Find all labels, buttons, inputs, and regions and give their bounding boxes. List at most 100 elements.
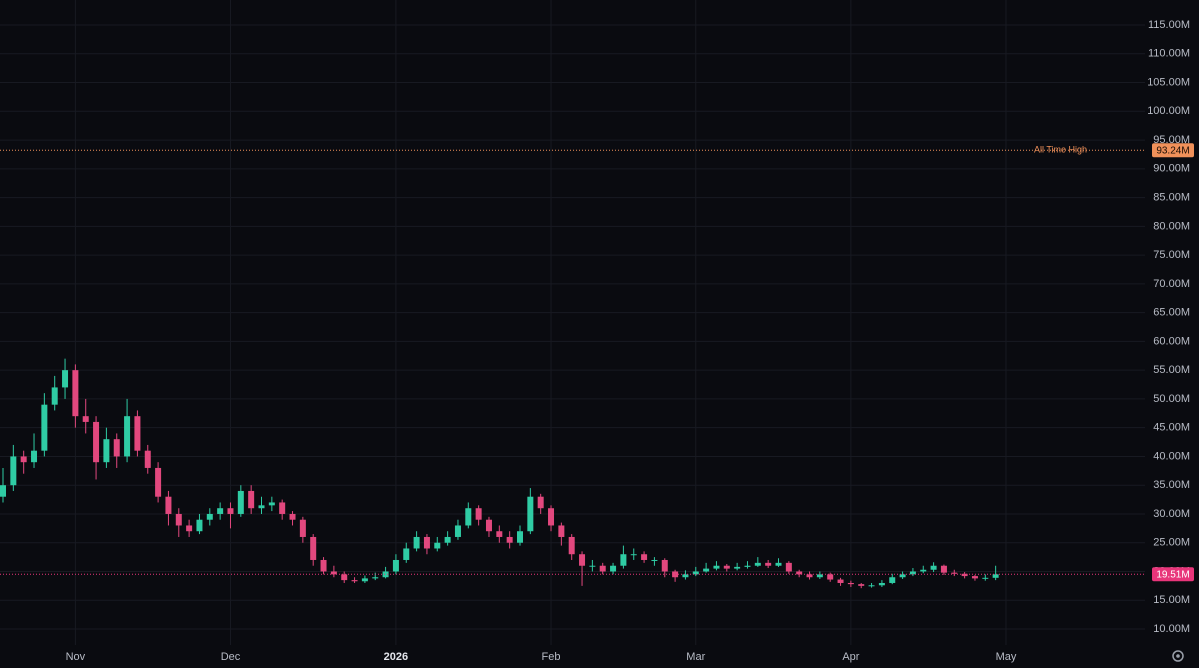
candle-body	[434, 542, 441, 549]
candle-body	[796, 571, 803, 575]
candle-body	[31, 450, 38, 463]
candle-body	[579, 554, 586, 566]
candle-body	[299, 519, 306, 537]
y-tick-label: 40.00M	[1153, 450, 1190, 462]
candle-body	[62, 370, 69, 388]
y-tick-label: 70.00M	[1153, 278, 1190, 290]
candle-body	[413, 536, 420, 549]
y-tick-label: 115.00M	[1148, 19, 1190, 31]
y-tick-label: 55.00M	[1153, 364, 1190, 376]
x-tick-label: Nov	[66, 651, 86, 663]
candle-body	[320, 559, 327, 572]
candle-body	[237, 490, 244, 514]
candle-body	[982, 577, 989, 579]
candle-body	[341, 574, 348, 581]
candle-body	[775, 562, 782, 566]
candle-body	[548, 508, 555, 526]
candle-body	[155, 467, 162, 497]
x-tick-label: 2026	[384, 651, 408, 663]
candle-body	[196, 519, 203, 532]
ath-price-label: 93.24M	[1156, 145, 1189, 156]
candle-body	[454, 525, 461, 537]
candle-body	[361, 578, 368, 582]
y-tick-label: 25.00M	[1153, 537, 1190, 549]
y-tick-label: 10.00M	[1153, 623, 1190, 635]
candle-body	[485, 519, 492, 532]
candle-body	[258, 505, 265, 509]
candle-body	[124, 416, 131, 457]
candle-body	[785, 562, 792, 572]
candle-body	[517, 531, 523, 543]
settings-icon[interactable]	[1172, 650, 1184, 662]
y-tick-label: 90.00M	[1153, 163, 1190, 175]
candle-body	[20, 456, 27, 463]
candle-body	[951, 572, 958, 574]
y-tick-label: 95.00M	[1153, 134, 1190, 146]
candle-body	[971, 576, 978, 579]
candle-body	[920, 569, 927, 572]
ath-price-box	[1152, 143, 1194, 158]
y-tick-label: 45.00M	[1153, 422, 1190, 434]
candle-body	[558, 525, 565, 537]
ath-label: All Time High	[1034, 145, 1087, 155]
candle-body	[217, 508, 224, 514]
y-tick-label: 30.00M	[1153, 508, 1190, 520]
x-tick-label: Dec	[221, 651, 241, 663]
candle-body	[744, 565, 751, 567]
y-tick-label: 105.00M	[1147, 76, 1190, 88]
y-tick-label: 75.00M	[1153, 249, 1190, 261]
candle-body	[72, 370, 79, 417]
candle-body	[537, 496, 544, 509]
candle-body	[651, 559, 658, 561]
candle-body	[713, 565, 720, 569]
grid	[0, 0, 1145, 645]
candle-body	[754, 562, 761, 566]
candle-body	[506, 536, 513, 543]
candle-body	[889, 577, 896, 583]
candle-body	[620, 554, 627, 566]
candles	[0, 358, 999, 589]
y-tick-label: 35.00M	[1153, 479, 1190, 491]
candle-body	[51, 387, 58, 405]
candle-body	[589, 565, 596, 567]
candle-body	[816, 574, 823, 578]
last-price-label: 19.51M	[1156, 569, 1189, 580]
settings-ring	[1172, 650, 1184, 662]
y-tick-label: 65.00M	[1153, 307, 1190, 319]
candle-body	[827, 574, 834, 580]
candle-body	[599, 565, 606, 572]
candle-body	[961, 573, 968, 577]
candle-body	[940, 565, 947, 573]
candle-body	[641, 554, 648, 560]
candle-body	[868, 585, 875, 587]
candle-body	[372, 577, 379, 579]
candle-body	[899, 574, 906, 578]
y-tick-label: 60.00M	[1153, 335, 1190, 347]
settings-dot	[1176, 654, 1180, 658]
candle-body	[103, 439, 110, 463]
candle-body	[0, 485, 6, 497]
y-tick-label: 100.00M	[1147, 105, 1190, 117]
candle-body	[82, 416, 89, 422]
candle-body	[610, 565, 617, 572]
candle-body	[10, 456, 17, 486]
candle-body	[878, 582, 885, 586]
candle-body	[382, 571, 389, 578]
candle-body	[765, 562, 772, 566]
candle-body	[465, 508, 472, 526]
candle-body	[392, 559, 399, 572]
candle-body	[858, 584, 865, 586]
candle-body	[930, 565, 937, 570]
candle-body	[837, 579, 844, 583]
candle-body	[93, 421, 100, 463]
candle-body	[847, 582, 854, 585]
candle-body	[206, 513, 213, 520]
candle-body	[630, 554, 637, 556]
candle-body	[403, 548, 410, 560]
candle-body	[723, 565, 730, 569]
candle-body	[134, 416, 141, 451]
candle-body	[186, 525, 193, 532]
candle-body	[289, 513, 296, 520]
candle-body	[992, 574, 999, 578]
